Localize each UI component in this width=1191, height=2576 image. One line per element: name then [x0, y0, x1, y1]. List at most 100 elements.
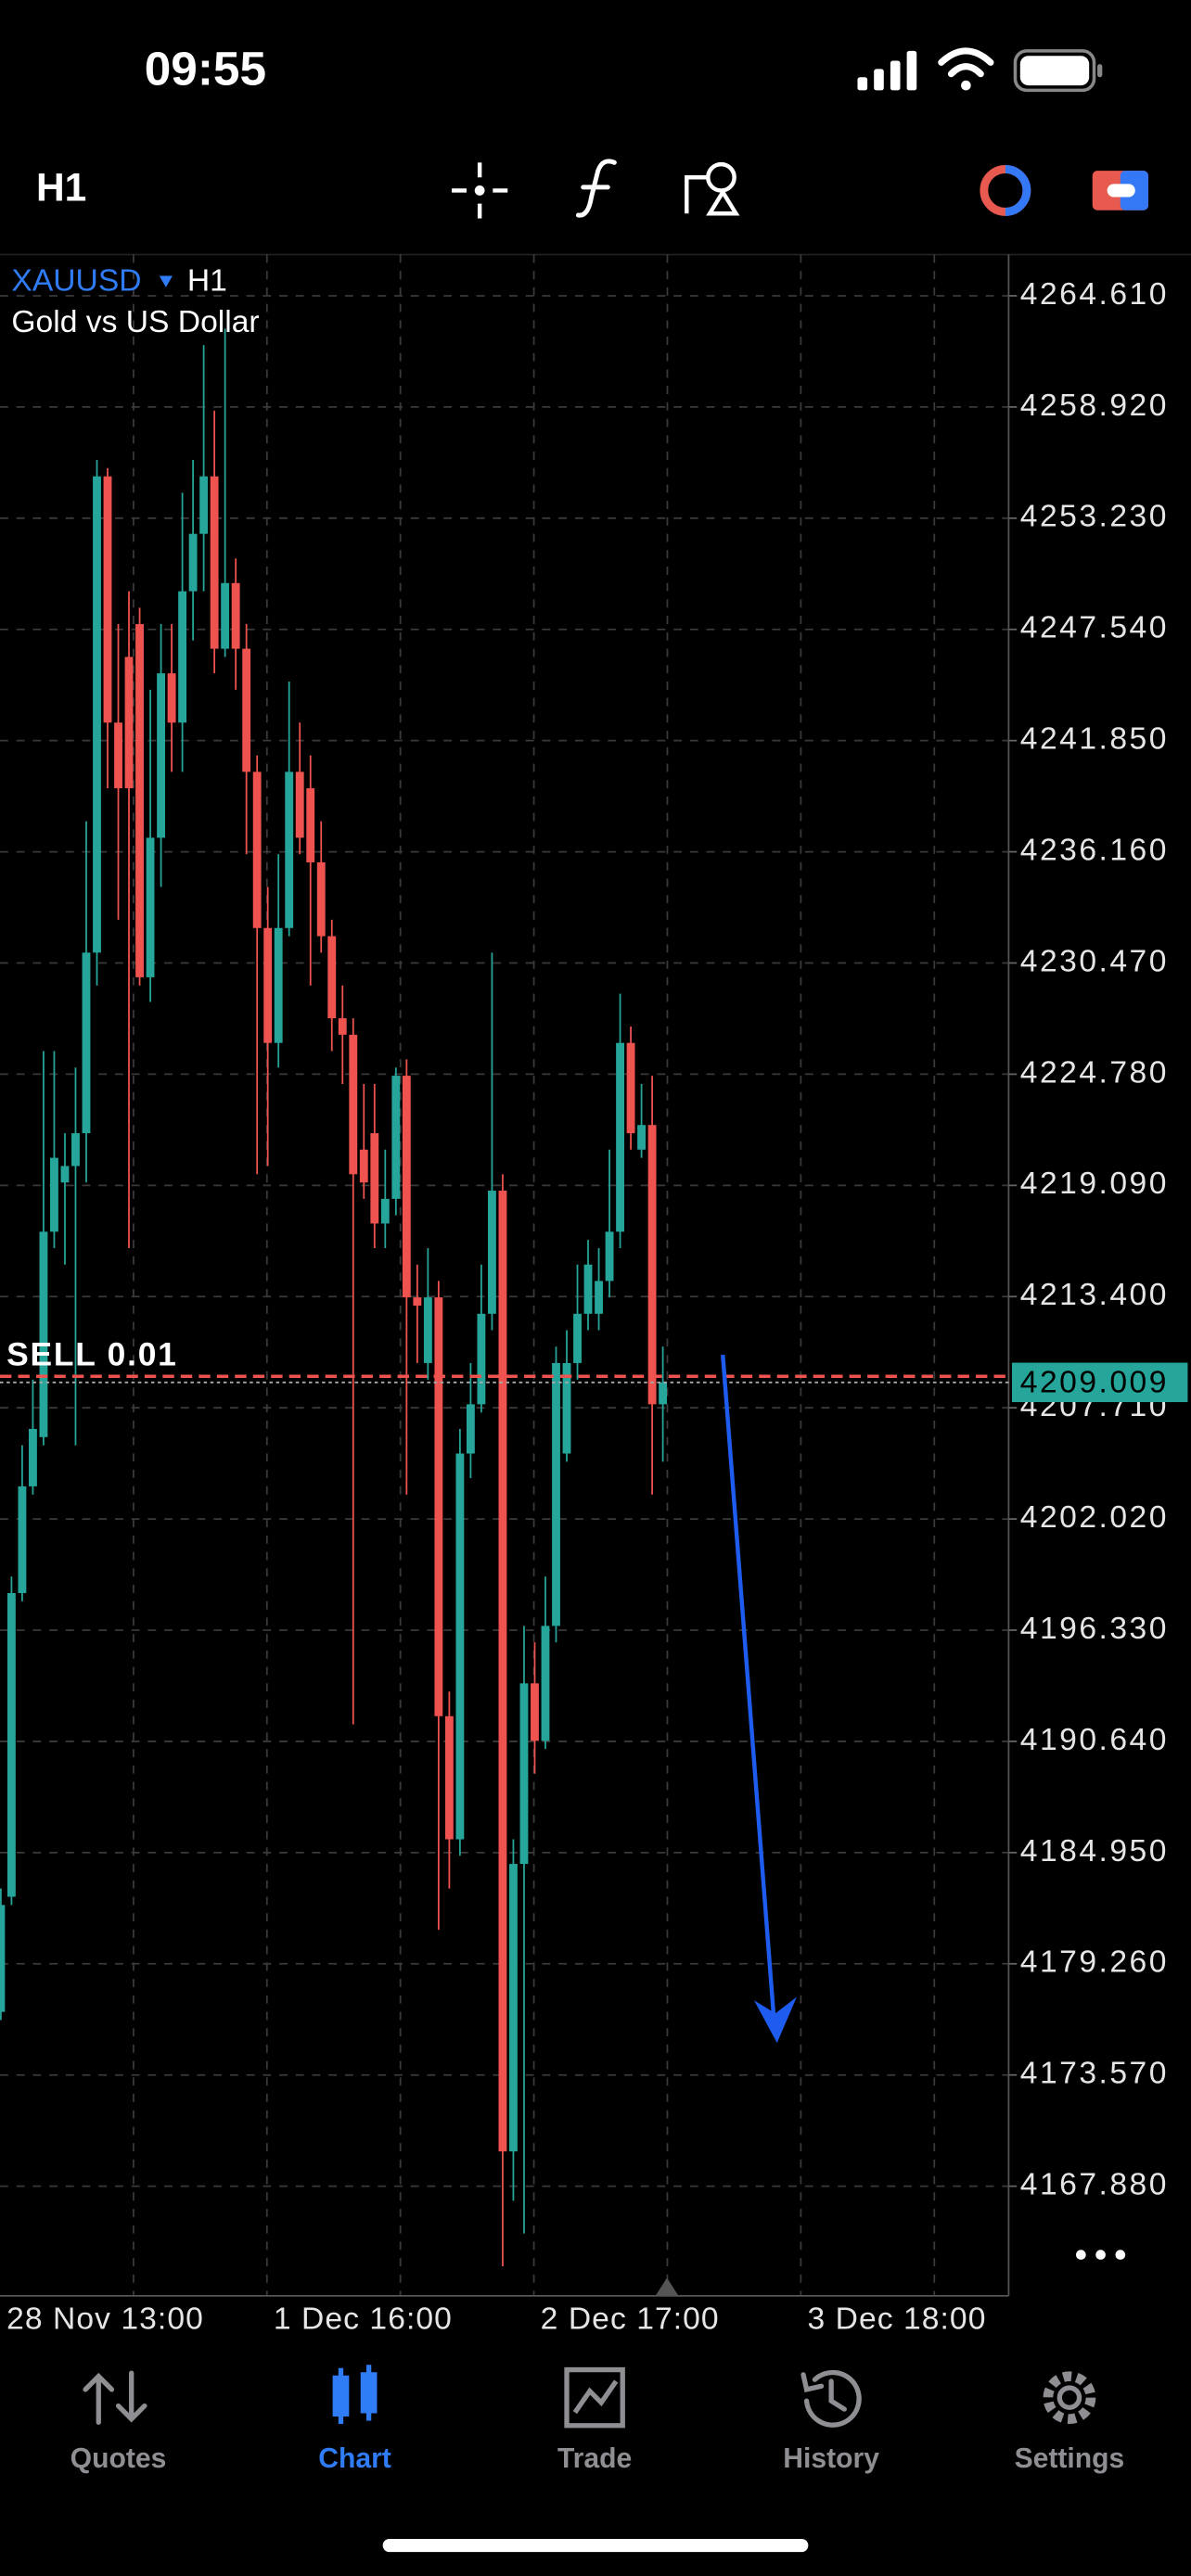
y-tick-label: 4179.260 — [1020, 1945, 1169, 1980]
y-tick-label: 4196.330 — [1020, 1612, 1169, 1646]
candle-body — [626, 1042, 635, 1134]
candle-body — [252, 772, 262, 928]
candle-body — [60, 1166, 70, 1183]
candle-body — [338, 1018, 347, 1035]
candle-body — [370, 1133, 379, 1224]
candle-body — [114, 722, 122, 789]
candle-body — [531, 1683, 539, 1741]
objects-button[interactable] — [685, 161, 740, 216]
candle-body — [434, 1297, 443, 1716]
candle-body — [595, 1281, 603, 1314]
chart-timeframe: H1 — [187, 264, 227, 299]
candle-body — [423, 1297, 432, 1363]
symbol[interactable]: XAUUSD — [11, 264, 141, 299]
candle-body — [562, 1362, 571, 1454]
candle-body — [167, 673, 176, 723]
candle-body — [295, 772, 304, 838]
y-tick-label: 4247.540 — [1020, 611, 1169, 645]
candle-body — [413, 1297, 422, 1306]
candle-body — [519, 1683, 529, 1865]
x-tick-label: 1 Dec 16:00 — [274, 2302, 453, 2336]
candle-body — [573, 1313, 582, 1363]
y-tick-label: 4253.230 — [1020, 500, 1169, 534]
tab[interactable]: Trade — [557, 2366, 632, 2474]
tab-label: Settings — [1015, 2443, 1125, 2474]
tab[interactable]: Settings — [1015, 2371, 1125, 2474]
signal-icon — [857, 50, 917, 91]
candle-body — [221, 582, 230, 649]
y-tick-label: 4190.640 — [1020, 1723, 1169, 1757]
candle-body — [231, 582, 240, 649]
candle-body — [103, 476, 112, 723]
candle-body — [263, 927, 273, 1043]
candle-body — [71, 1133, 80, 1167]
candle-body — [359, 1149, 368, 1183]
candle-body — [82, 952, 91, 1134]
candle-body — [541, 1626, 550, 1741]
y-tick-label: 4184.950 — [1020, 1834, 1169, 1868]
tab-icon — [332, 2365, 378, 2425]
y-tick-label: 4219.090 — [1020, 1167, 1169, 1201]
candle-body — [316, 861, 326, 937]
candle-body — [659, 1382, 668, 1405]
candle-body — [6, 1592, 16, 1897]
chart: 4264.610 4258.920 4253.230 4247.540 4241.850… — [0, 254, 1188, 2336]
tab[interactable]: Chart — [318, 2365, 391, 2474]
y-tick-label: 4213.400 — [1020, 1278, 1169, 1312]
y-tick-label: 4236.160 — [1020, 833, 1169, 867]
y-tick-label: 4224.780 — [1020, 1055, 1169, 1090]
y-tick-label: 4230.470 — [1020, 944, 1169, 978]
tab-icon — [800, 2369, 862, 2428]
tab-label: Quotes — [70, 2443, 167, 2474]
tab[interactable]: History — [783, 2369, 879, 2474]
candle-body — [157, 673, 165, 838]
candle-body — [178, 591, 187, 723]
candle-body — [306, 788, 315, 862]
tab-icon — [1057, 2385, 1082, 2410]
candle-body — [327, 936, 337, 1019]
candle-body — [285, 772, 294, 928]
tab-icon — [564, 2366, 625, 2429]
y-tick-label: 4167.880 — [1020, 2168, 1169, 2202]
tab-bar: Quotes Chart Trade History Settings — [70, 2365, 1125, 2474]
y-tick-label: 4258.920 — [1020, 389, 1169, 423]
timeframe-button[interactable]: H1 — [36, 167, 86, 210]
candle-body — [402, 1076, 411, 1298]
candle-body — [50, 1157, 58, 1232]
symbol-description: Gold vs US Dollar — [11, 305, 259, 339]
last-price-label: 4209.009 — [1020, 1365, 1169, 1399]
candle-body — [29, 1428, 37, 1486]
candle-body — [242, 648, 251, 772]
y-tick-label: 4173.570 — [1020, 2057, 1169, 2091]
candle-body — [466, 1404, 475, 1454]
current-bar-marker — [655, 2277, 679, 2296]
candle-body — [349, 1034, 358, 1175]
candle-body — [39, 1231, 48, 1437]
candle-body — [487, 1191, 496, 1314]
tab[interactable]: Quotes — [70, 2370, 167, 2474]
order-label[interactable]: SELL 0.01 — [6, 1335, 178, 1372]
tab-label: History — [783, 2443, 879, 2474]
y-tick-label: 4202.020 — [1020, 1500, 1169, 1535]
candle-body — [135, 624, 144, 977]
indicators-button[interactable] — [575, 159, 617, 218]
symbol-dropdown[interactable] — [159, 275, 173, 287]
candle-body — [199, 476, 209, 534]
candle-body — [391, 1076, 401, 1199]
x-tick-label: 3 Dec 18:00 — [807, 2302, 986, 2336]
tab-icon — [83, 2370, 147, 2425]
candle-body — [188, 533, 198, 592]
candle-body — [210, 476, 219, 649]
one-click-button[interactable] — [980, 164, 1031, 216]
clock: 09:55 — [145, 42, 266, 95]
arrow-drawing[interactable] — [721, 1354, 797, 2044]
tab-icon — [1043, 2371, 1096, 2425]
crosshair-button[interactable] — [452, 162, 508, 219]
candle-body — [146, 837, 155, 977]
more-button[interactable] — [1076, 2250, 1126, 2260]
trade-button[interactable] — [1092, 171, 1148, 210]
candle-body — [637, 1125, 647, 1150]
candle-body — [274, 927, 283, 1043]
candle-body — [444, 1715, 454, 1840]
